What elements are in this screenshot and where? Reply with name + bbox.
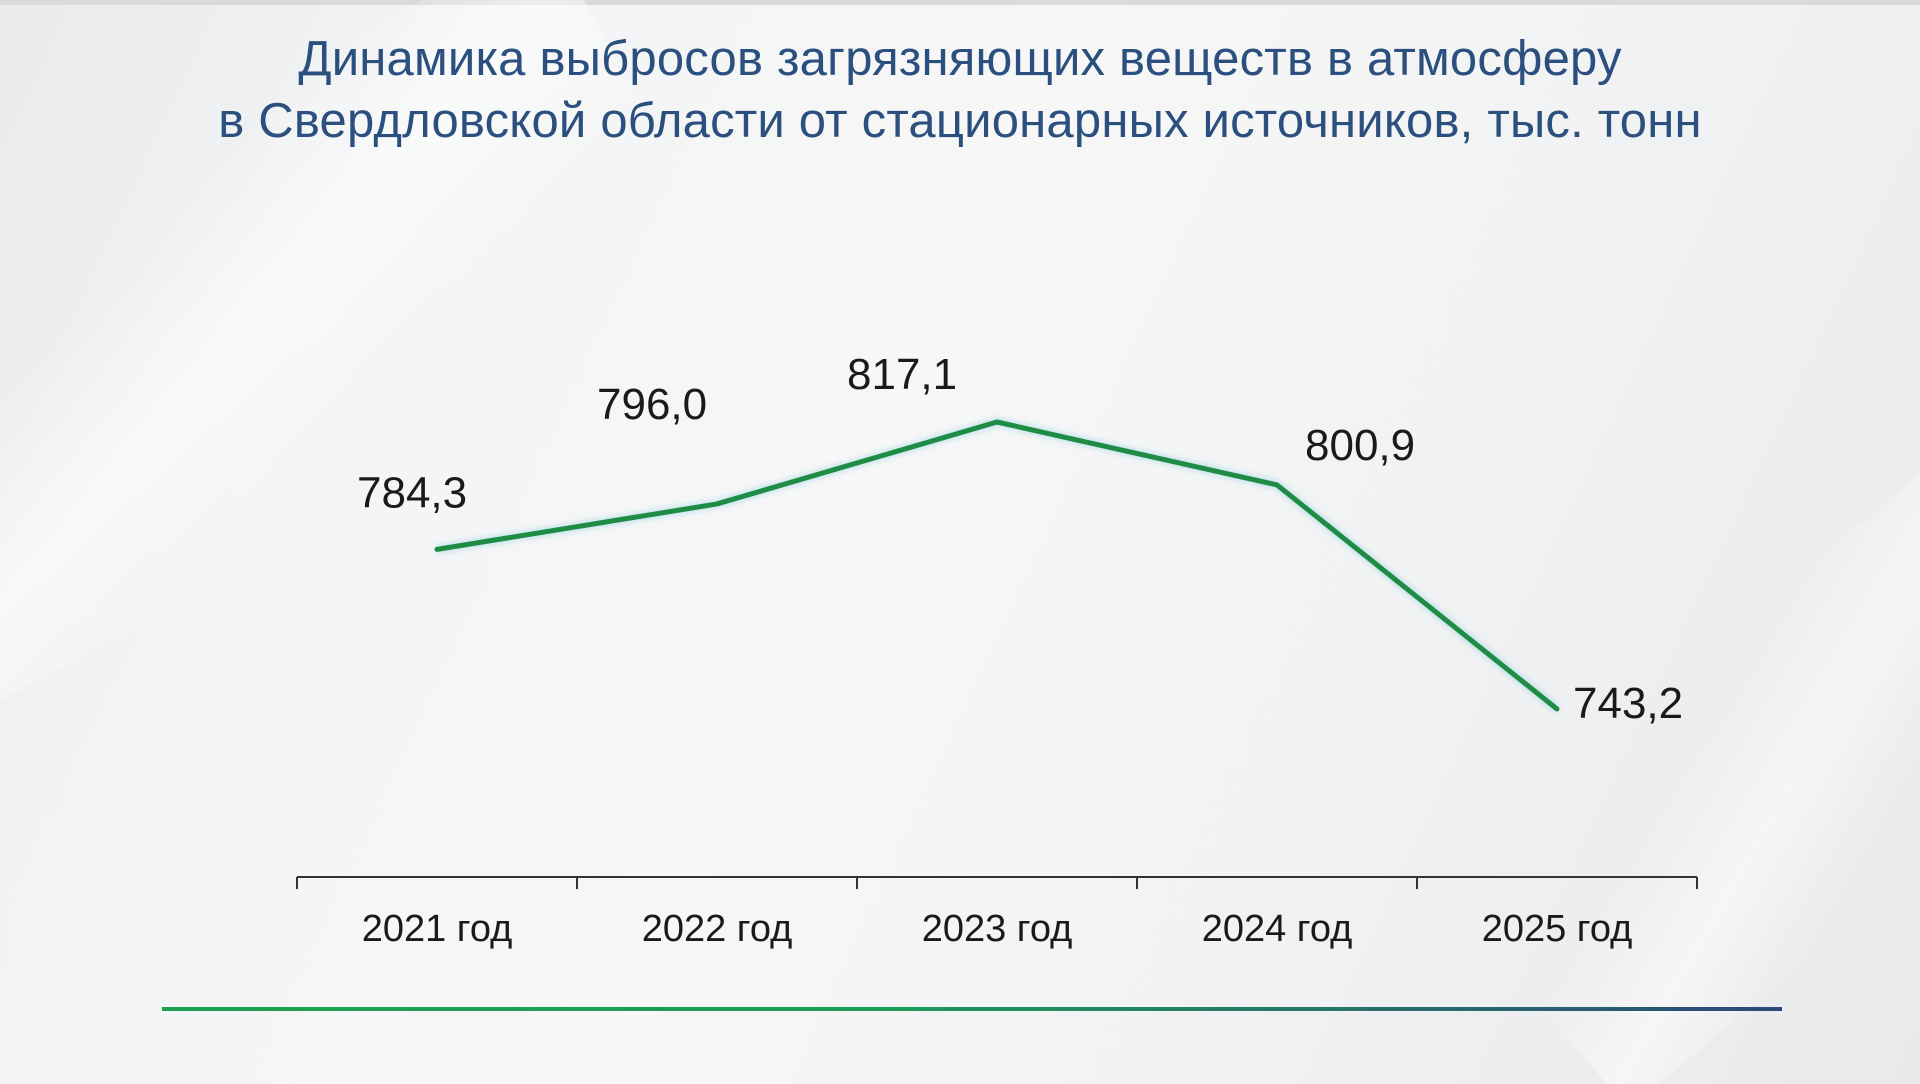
x-tick-label: 2021 год <box>362 908 513 950</box>
x-tick-label: 2025 год <box>1482 908 1633 950</box>
x-tick-labels: 2021 год 2022 год 2023 год 2024 год 2025 год <box>362 908 1633 950</box>
data-label: 800,9 <box>1305 421 1415 470</box>
data-labels: 784,3 796,0 817,1 800,9 743,2 <box>357 350 1683 728</box>
top-rule <box>0 0 1920 5</box>
chart-title-line-1: Динамика выбросов загрязняющих веществ в… <box>298 32 1622 86</box>
data-label: 796,0 <box>597 380 707 429</box>
x-axis <box>296 876 1698 889</box>
chart-title-line-2: в Свердловской области от стационарных и… <box>218 94 1702 148</box>
data-label: 743,2 <box>1573 679 1683 728</box>
x-tick-label: 2023 год <box>922 908 1073 950</box>
data-label: 784,3 <box>357 468 467 517</box>
x-tick-label: 2024 год <box>1202 908 1353 950</box>
series-line-group <box>434 417 1560 713</box>
bottom-rule <box>162 1007 1782 1011</box>
x-tick-label: 2022 год <box>642 908 793 950</box>
chart-title: Динамика выбросов загрязняющих веществ в… <box>0 28 1920 152</box>
data-label: 817,1 <box>847 350 957 399</box>
